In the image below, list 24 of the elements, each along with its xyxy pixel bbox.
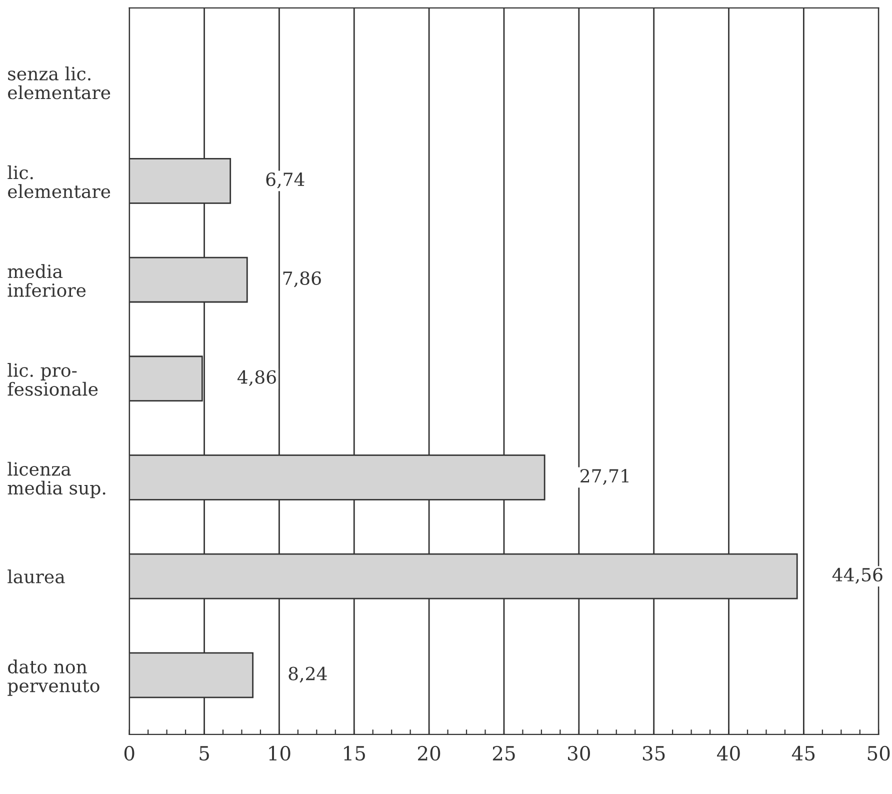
- data-label: 8,24: [288, 666, 327, 683]
- x-tick-label: 5: [200, 746, 209, 761]
- x-tick-label: 50: [868, 746, 890, 761]
- y-tick-label: media inferiore: [8, 264, 86, 297]
- x-tick-label: 25: [492, 746, 515, 761]
- y-tick-label: senza lic. elementare: [8, 66, 110, 100]
- x-tick-label: 10: [269, 746, 290, 761]
- x-tick-label: 20: [418, 746, 440, 761]
- x-tick-label: 15: [344, 746, 365, 761]
- y-tick-label: laurea: [8, 569, 65, 584]
- data-label: 7,86: [283, 271, 321, 288]
- data-label: 44,56: [832, 568, 882, 584]
- data-label: 4,86: [237, 370, 276, 386]
- x-tick-label: 35: [642, 746, 665, 761]
- y-tick-label: licenza media sup.: [8, 462, 106, 498]
- data-label: 6,74: [266, 172, 304, 188]
- data-label: 27,71: [580, 469, 628, 485]
- x-tick-label: 40: [716, 746, 740, 761]
- x-tick-label: 45: [792, 746, 815, 761]
- y-tick-label: dato non pervenuto: [8, 660, 100, 696]
- y-tick-label: lic. elementare: [8, 165, 110, 198]
- y-tick-label: lic. pro- fessionale: [8, 363, 98, 396]
- x-tick-label: 30: [568, 746, 590, 761]
- x-tick-label: 0: [124, 746, 134, 761]
